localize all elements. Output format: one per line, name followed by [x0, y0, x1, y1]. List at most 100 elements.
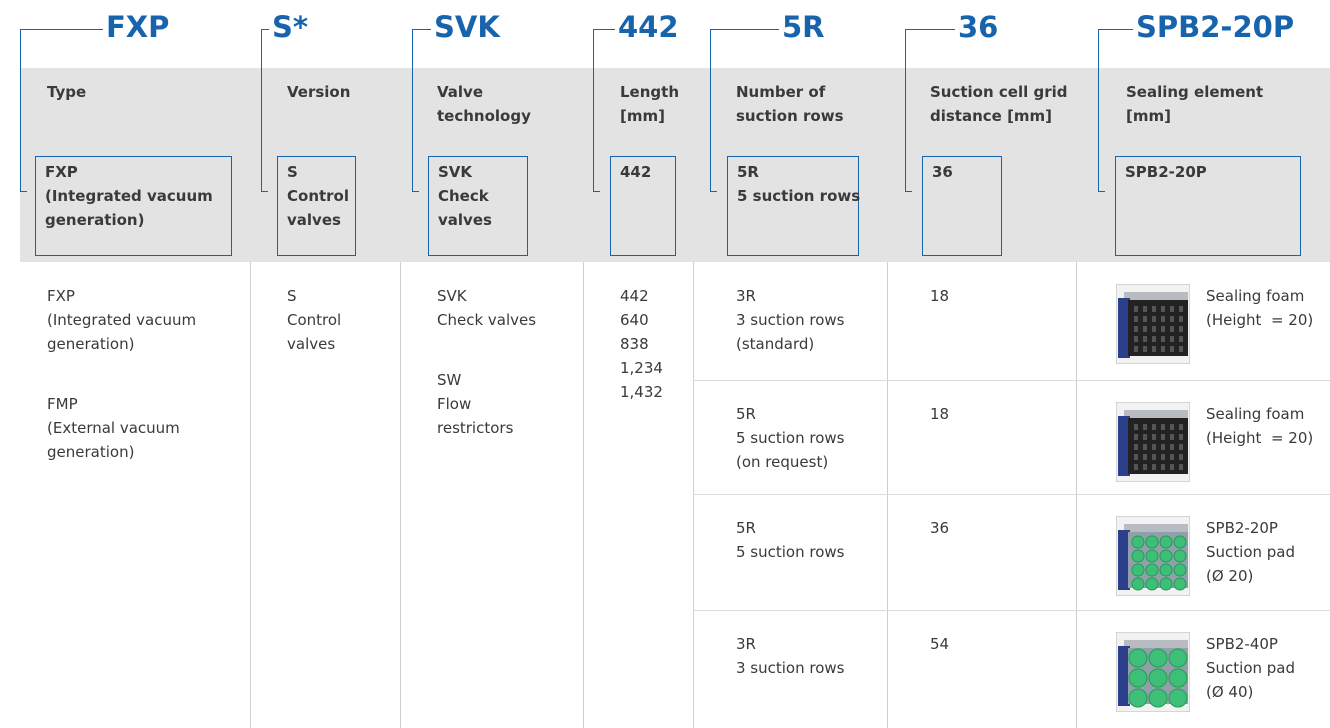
- option-text: Suction pad: [1206, 540, 1295, 564]
- example-text: Check: [438, 184, 489, 208]
- option-text: 18: [930, 402, 949, 426]
- body-text: SW: [437, 368, 461, 392]
- option-text: 3R: [736, 632, 756, 656]
- option-text: (standard): [736, 332, 814, 356]
- option-text: 54: [930, 632, 949, 656]
- option-text: (Height = 20): [1206, 308, 1313, 332]
- bracket-line: [1098, 29, 1133, 30]
- option-text: 5R: [736, 402, 756, 426]
- body-text: generation): [47, 440, 134, 464]
- body-text: 1,234: [620, 356, 663, 380]
- bracket-line: [412, 191, 419, 192]
- body-text: (External vacuum: [47, 416, 180, 440]
- example-text: valves: [438, 208, 492, 232]
- header-text: Length: [620, 80, 679, 104]
- option-text: Sealing foam: [1206, 284, 1304, 308]
- bracket-line: [1098, 29, 1099, 192]
- bracket-line: [261, 29, 269, 30]
- page: FXPS*SVK4425R36SPB2-20PTypeFXP(Integrate…: [0, 0, 1330, 728]
- code: S*: [272, 10, 308, 44]
- body-text: valves: [287, 332, 335, 356]
- option-text: 5R: [736, 516, 756, 540]
- code: 5R: [782, 10, 825, 44]
- bracket-line: [905, 29, 955, 30]
- bracket-line: [905, 29, 906, 192]
- body-text: Control: [287, 308, 341, 332]
- header-text: Valve: [437, 80, 483, 104]
- bracket-line: [1098, 191, 1105, 192]
- separator: [250, 262, 251, 728]
- option-text: 36: [930, 516, 949, 540]
- body-text: (Integrated vacuum: [47, 308, 196, 332]
- separator: [583, 262, 584, 728]
- option-text: 3 suction rows: [736, 656, 844, 680]
- separator: [693, 380, 1330, 381]
- body-text: SVK: [437, 284, 467, 308]
- body-text: 442: [620, 284, 649, 308]
- header-text: suction rows: [736, 104, 844, 128]
- option-text: 3 suction rows: [736, 308, 844, 332]
- option-text: Sealing foam: [1206, 402, 1304, 426]
- option-text: 5 suction rows: [736, 426, 844, 450]
- example-text: 36: [932, 160, 953, 184]
- product-image: [1116, 402, 1190, 482]
- example-text: valves: [287, 208, 341, 232]
- bracket-line: [412, 29, 431, 30]
- option-text: SPB2-20P: [1206, 516, 1278, 540]
- separator: [1076, 262, 1077, 728]
- separator: [887, 262, 888, 728]
- body-text: Flow: [437, 392, 471, 416]
- example-text: 5R: [737, 160, 759, 184]
- bracket-line: [593, 29, 615, 30]
- body-text: 1,432: [620, 380, 663, 404]
- bracket-line: [412, 29, 413, 192]
- example-text: Control: [287, 184, 349, 208]
- example-text: S: [287, 160, 298, 184]
- option-text: (on request): [736, 450, 828, 474]
- body-text: Check valves: [437, 308, 536, 332]
- separator: [693, 610, 1330, 611]
- bracket-line: [593, 29, 594, 192]
- bracket-line: [261, 191, 268, 192]
- option-text: (Height = 20): [1206, 426, 1313, 450]
- body-text: restrictors: [437, 416, 513, 440]
- option-text: 18: [930, 284, 949, 308]
- bracket-line: [20, 29, 21, 192]
- product-image: [1116, 516, 1190, 596]
- example-text: SVK: [438, 160, 472, 184]
- bracket-line: [261, 29, 262, 192]
- separator: [693, 494, 1330, 495]
- option-text: (Ø 40): [1206, 680, 1253, 704]
- body-text: FMP: [47, 392, 78, 416]
- header-text: Sealing element: [1126, 80, 1263, 104]
- option-text: SPB2-40P: [1206, 632, 1278, 656]
- example-text: 5 suction rows: [737, 184, 860, 208]
- header-text: Number of: [736, 80, 825, 104]
- product-image: [1116, 632, 1190, 712]
- bracket-line: [710, 191, 717, 192]
- example-text: (Integrated vacuum: [45, 184, 213, 208]
- bracket-line: [710, 29, 711, 192]
- code: FXP: [106, 10, 169, 44]
- bracket-line: [710, 29, 779, 30]
- body-text: 640: [620, 308, 649, 332]
- bracket-line: [20, 29, 103, 30]
- code: SVK: [434, 10, 500, 44]
- body-text: FXP: [47, 284, 75, 308]
- option-text: 5 suction rows: [736, 540, 844, 564]
- body-text: 838: [620, 332, 649, 356]
- option-text: 3R: [736, 284, 756, 308]
- example-text: SPB2-20P: [1125, 160, 1207, 184]
- separator: [693, 262, 694, 728]
- code: 442: [618, 10, 679, 44]
- example-text: generation): [45, 208, 144, 232]
- header-text: technology: [437, 104, 531, 128]
- header-text: Suction cell grid: [930, 80, 1067, 104]
- code: SPB2-20P: [1136, 10, 1294, 44]
- option-text: (Ø 20): [1206, 564, 1253, 588]
- body-text: S: [287, 284, 297, 308]
- option-text: Suction pad: [1206, 656, 1295, 680]
- body-text: generation): [47, 332, 134, 356]
- example-text: FXP: [45, 160, 78, 184]
- separator: [400, 262, 401, 728]
